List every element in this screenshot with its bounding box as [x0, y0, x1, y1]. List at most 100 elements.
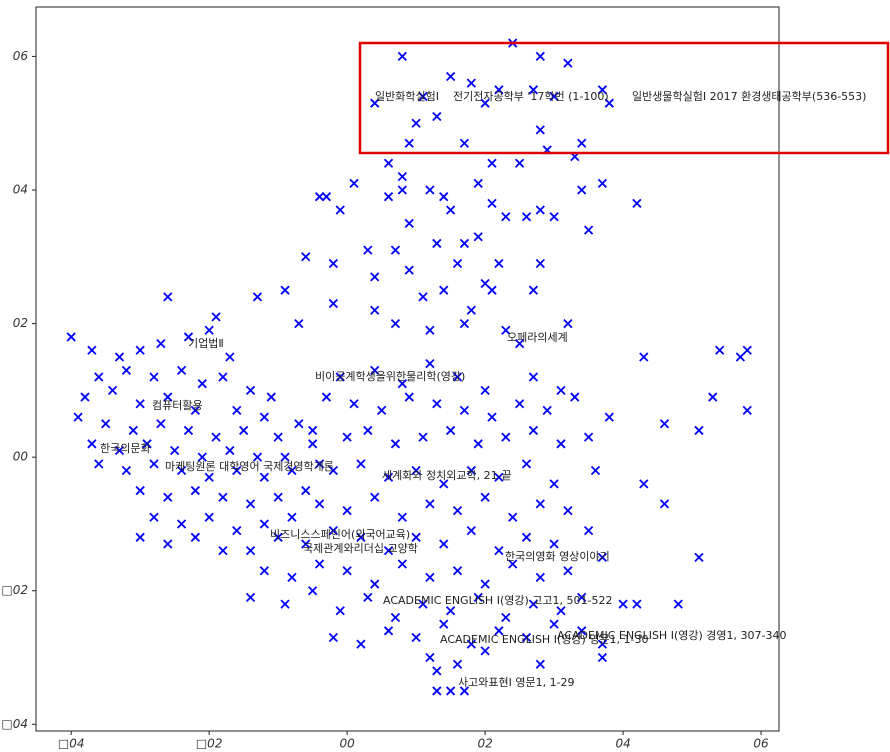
point — [101, 419, 111, 429]
annotation: ACADEMIC ENGLISH I(영강) 영문1, 1-30 — [440, 633, 648, 646]
point — [528, 425, 539, 436]
point — [563, 58, 573, 68]
point — [170, 445, 180, 456]
point — [404, 392, 414, 402]
point — [87, 439, 97, 449]
point — [480, 385, 490, 396]
point — [287, 572, 297, 583]
point — [232, 405, 242, 416]
point — [521, 632, 532, 643]
annotation: 세계화와 정치외교학, 21-끝 — [382, 469, 512, 482]
annotation: 비이공계학생을위한물리학(영강) — [315, 370, 465, 383]
point — [245, 546, 256, 556]
point — [128, 425, 138, 436]
point — [204, 325, 214, 335]
point — [556, 439, 566, 449]
point — [418, 91, 428, 102]
point — [535, 499, 545, 509]
point — [514, 338, 525, 349]
point — [556, 606, 566, 616]
points — [66, 38, 752, 696]
point — [425, 572, 435, 583]
point — [225, 352, 235, 362]
point — [356, 532, 366, 542]
point — [301, 485, 311, 496]
point — [480, 492, 490, 502]
point — [218, 492, 228, 502]
point — [149, 512, 159, 522]
point — [342, 566, 352, 576]
point — [363, 425, 373, 436]
y-tick-label: □04 — [1, 717, 28, 731]
point — [480, 579, 490, 589]
point — [452, 372, 463, 382]
point — [459, 138, 470, 148]
point — [211, 312, 221, 322]
point — [308, 586, 318, 596]
point — [528, 372, 539, 382]
point — [114, 352, 125, 362]
point — [273, 432, 283, 442]
point — [314, 192, 325, 202]
point — [156, 338, 166, 349]
point — [397, 512, 407, 522]
point — [632, 599, 642, 609]
point — [715, 345, 725, 355]
point — [535, 572, 545, 583]
point — [218, 546, 228, 556]
point — [708, 392, 718, 402]
point — [328, 258, 338, 269]
point — [404, 138, 414, 148]
point — [473, 178, 483, 188]
annotation: 기업법Ⅱ — [188, 337, 224, 350]
point — [363, 592, 373, 603]
x-tick-label: 02 — [477, 737, 492, 751]
point — [659, 419, 670, 429]
point — [342, 505, 352, 516]
point — [149, 459, 159, 469]
point — [425, 652, 435, 663]
point — [135, 532, 145, 542]
point — [459, 405, 470, 416]
point — [356, 459, 366, 469]
point — [494, 85, 504, 95]
point — [452, 659, 463, 669]
annotation: 일반생물학실험Ⅰ 2017 환경생태공학부(536-553) — [632, 89, 866, 103]
point — [445, 71, 456, 82]
point — [535, 659, 545, 669]
annotation: ACADEMIC ENGLISH I(영강) 고고1, 501-522 — [383, 594, 612, 607]
point — [259, 412, 269, 422]
point — [314, 499, 325, 509]
point — [597, 85, 608, 95]
point — [163, 539, 173, 549]
point — [411, 532, 421, 542]
y-tick-label: 06 — [13, 49, 29, 63]
point — [577, 185, 587, 195]
point — [535, 258, 545, 269]
point — [604, 98, 614, 108]
point — [466, 465, 476, 476]
point — [521, 212, 532, 222]
point — [397, 185, 407, 195]
point — [342, 432, 352, 442]
point — [383, 158, 394, 168]
point — [425, 185, 435, 195]
x-tick-label: 04 — [615, 737, 630, 751]
point — [383, 546, 394, 556]
point — [639, 352, 649, 362]
point — [142, 439, 152, 449]
point — [556, 385, 566, 396]
point — [425, 325, 435, 335]
point — [266, 392, 276, 402]
point — [549, 539, 559, 549]
point — [501, 325, 511, 335]
point — [501, 612, 511, 623]
point — [163, 492, 173, 502]
point — [321, 392, 332, 402]
point — [370, 365, 380, 375]
point — [135, 345, 145, 355]
point — [480, 646, 490, 656]
annotation: 비즈니스스페인어(외국어교육) — [270, 528, 410, 541]
point — [466, 525, 476, 536]
